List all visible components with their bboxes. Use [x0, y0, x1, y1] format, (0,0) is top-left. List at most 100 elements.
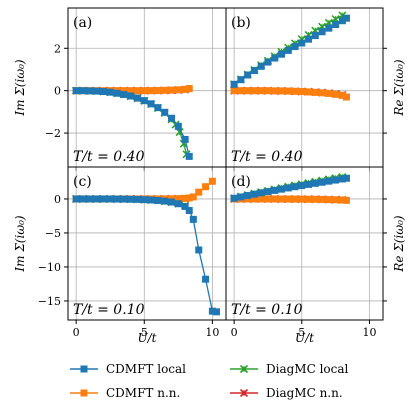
series-line-cdmft-local [76, 90, 190, 157]
data-point-cdmft-local [244, 71, 252, 79]
data-point-cdmft-nn [342, 93, 350, 101]
data-point-cdmft-nn [250, 195, 258, 203]
data-point-cdmft-local [277, 185, 285, 193]
data-point-cdmft-nn [181, 194, 189, 202]
data-point-cdmft-local [140, 196, 148, 204]
data-point-cdmft-local [185, 207, 193, 215]
y-axis-label: Re Σ(iω₀) [392, 59, 406, 117]
data-point-cdmft-local [237, 76, 245, 84]
series-group [230, 11, 350, 101]
data-point-cdmft-local [264, 58, 272, 66]
data-point-cdmft-local [277, 50, 285, 58]
data-point-cdmft-local [332, 21, 340, 29]
data-point-cdmft-nn [133, 87, 141, 95]
data-point-cdmft-local [133, 195, 141, 203]
panel-label: (c) [73, 174, 92, 190]
data-point-cdmft-local [147, 100, 155, 108]
series-group [230, 172, 350, 204]
data-point-cdmft-nn [318, 89, 326, 97]
data-point-cdmft-local [93, 87, 101, 95]
data-point-cdmft-local [174, 200, 182, 208]
y-tick-label: −5 [45, 227, 61, 240]
data-point-cdmft-nn [271, 195, 279, 203]
legend-entry-cdmft-local: CDMFT local [70, 362, 186, 376]
data-point-cdmft-local [154, 104, 162, 112]
data-point-cdmft-nn [311, 88, 319, 96]
data-point-cdmft-local [127, 195, 135, 203]
data-point-cdmft-local [311, 179, 319, 187]
y-axis-label: Im Σ(iω₀) [13, 215, 27, 273]
data-point-cdmft-local [181, 135, 189, 143]
x-tick-label: 5 [141, 326, 148, 339]
data-point-cdmft-local [298, 39, 306, 47]
temperature-label: T/t = 0.10 [73, 302, 145, 318]
data-point-cdmft-nn [298, 195, 306, 203]
data-point-cdmft-local [113, 195, 121, 203]
data-point-cdmft-local [208, 307, 216, 315]
data-point-cdmft-local [86, 87, 94, 95]
data-point-cdmft-local [185, 152, 193, 160]
data-point-cdmft-local [257, 62, 265, 70]
data-point-cdmft-local [86, 195, 94, 203]
x-tick-label: 0 [231, 326, 238, 339]
data-point-cdmft-local [140, 97, 148, 105]
panel-label: (a) [73, 15, 92, 31]
data-point-cdmft-nn [325, 196, 333, 204]
data-point-cdmft-local [291, 43, 299, 51]
data-point-cdmft-nn [311, 195, 319, 203]
data-point-cdmft-local [212, 308, 220, 316]
data-point-cdmft-local [168, 114, 176, 122]
legend: CDMFT local CDMFT n.n. DiagMC local DiagMC … [70, 362, 349, 400]
data-point-cdmft-local [325, 177, 333, 185]
data-point-cdmft-nn [305, 195, 313, 203]
data-point-cdmft-local [127, 92, 135, 100]
series-group [72, 85, 193, 160]
data-point-cdmft-nn [284, 87, 292, 95]
x-tick-label: 0 [73, 326, 80, 339]
panel-frame [225, 166, 384, 321]
data-point-cdmft-nn [154, 87, 162, 95]
data-point-cdmft-local [298, 182, 306, 190]
data-point-cdmft-nn [181, 85, 189, 93]
panel-c: 0 5 10 −15 −10 −5 0 (c) T/t = 0.10 Im Σ(iω₀) U/t [13, 166, 227, 345]
legend-label: CDMFT local [106, 362, 186, 376]
data-point-cdmft-nn [244, 87, 252, 95]
y-tick-label: −10 [38, 261, 61, 274]
y-tick-label: −2 [45, 127, 61, 140]
data-point-cdmft-local [79, 195, 87, 203]
data-point-cdmft-local [147, 196, 155, 204]
data-point-cdmft-nn [291, 195, 299, 203]
data-point-cdmft-local [338, 175, 346, 183]
data-point-cdmft-local [338, 17, 346, 25]
x-tick-label: 10 [362, 326, 376, 339]
data-point-cdmft-nn [332, 196, 340, 204]
legend-marker [239, 388, 249, 398]
data-point-cdmft-local [332, 176, 340, 184]
panel-d: 0 5 10 (d) T/t = 0.10 Re Σ(iω₀) U/t [225, 166, 406, 345]
data-point-cdmft-nn [185, 194, 193, 202]
data-point-cdmft-nn [342, 196, 350, 204]
data-point-cdmft-nn [230, 87, 238, 95]
data-point-cdmft-local [342, 14, 350, 22]
data-point-cdmft-local [305, 35, 313, 43]
data-point-cdmft-local [120, 195, 128, 203]
legend-marker [80, 389, 88, 397]
legend-label: DiagMC local [266, 362, 349, 376]
data-point-cdmft-local [257, 189, 265, 197]
x-tick-label: 5 [298, 326, 305, 339]
x-axis-label: U/t [295, 331, 314, 345]
data-point-cdmft-nn [277, 195, 285, 203]
data-point-cdmft-nn [185, 85, 193, 93]
data-point-cdmft-local [106, 88, 114, 96]
legend-marker [80, 365, 88, 373]
data-point-cdmft-local [264, 188, 272, 196]
legend-entry-diagmc-nn: DiagMC n.n. [230, 386, 343, 400]
data-point-cdmft-nn [338, 196, 346, 204]
data-point-cdmft-nn [174, 86, 182, 94]
data-point-cdmft-nn [189, 193, 197, 201]
data-point-cdmft-local [72, 195, 80, 203]
data-point-cdmft-nn [120, 87, 128, 95]
data-point-cdmft-local [189, 215, 197, 223]
data-point-cdmft-local [250, 190, 258, 198]
